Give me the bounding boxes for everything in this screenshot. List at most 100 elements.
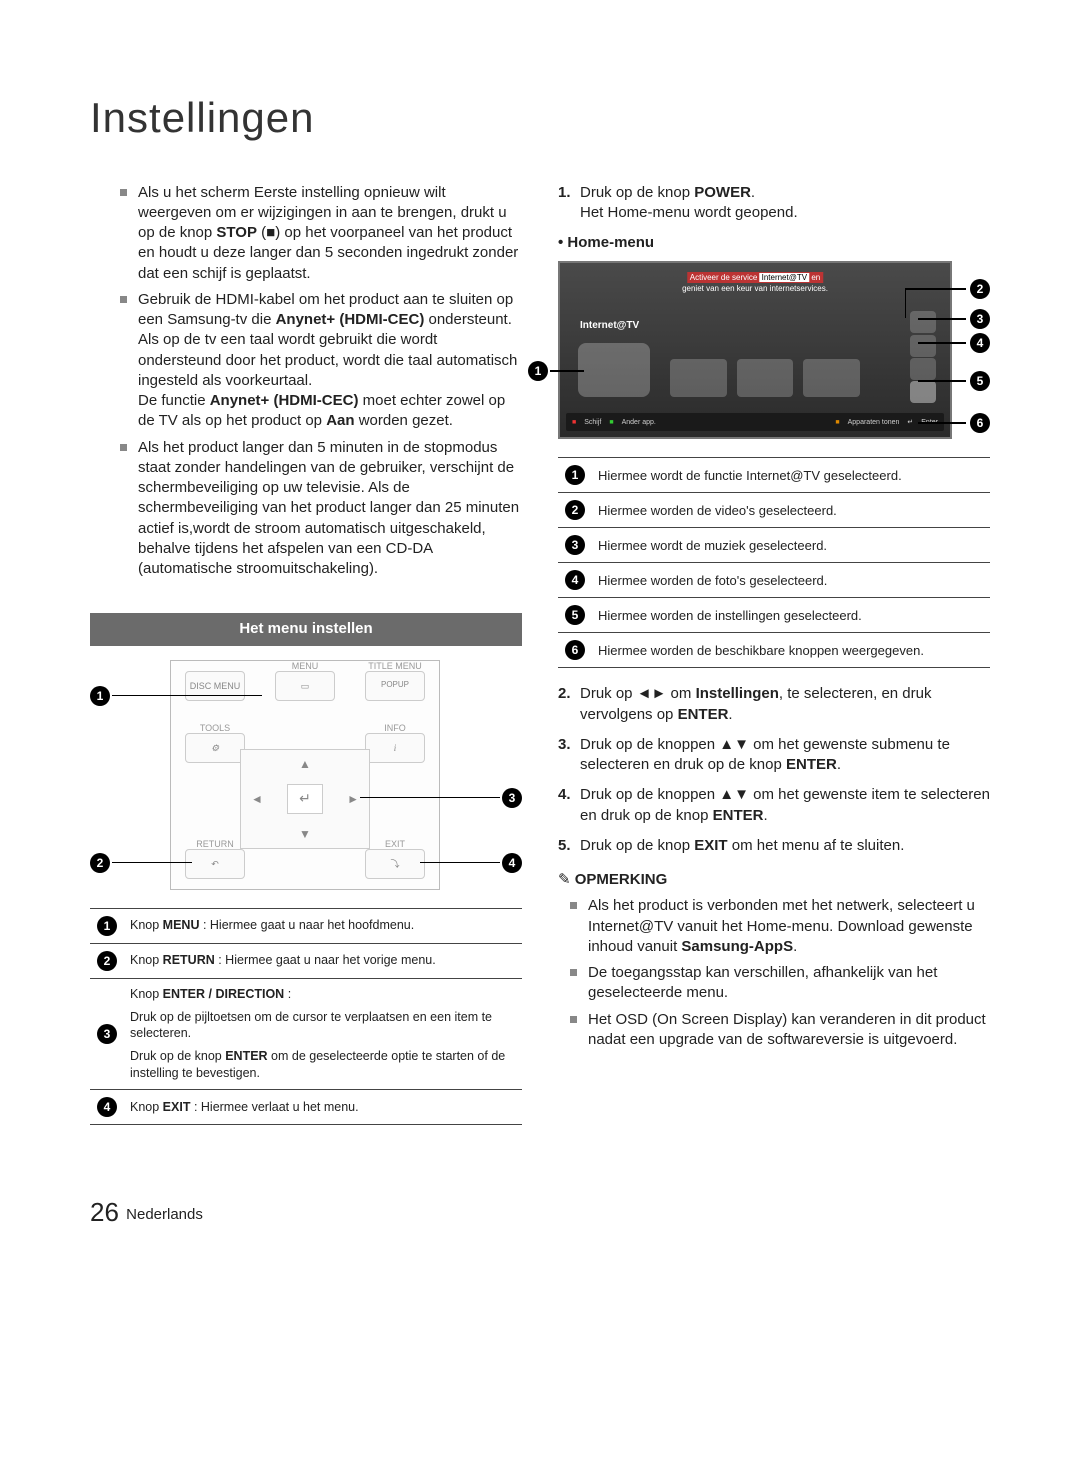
- text-bold: Samsung-AppS: [681, 938, 793, 955]
- text-bold: STOP: [216, 224, 257, 241]
- callout-line: [360, 797, 500, 799]
- notes-list: Als het product is verbonden met het net…: [558, 896, 990, 1050]
- info-icon: i: [394, 742, 397, 754]
- table-row: 6 Hiermee worden de beschikbare knoppen w…: [558, 633, 990, 668]
- text: Hiermee worden de beschikbare knoppen we…: [592, 633, 990, 668]
- text: Internet@TV: [760, 273, 809, 282]
- text: Hiermee wordt de functie Internet@TV ges…: [592, 458, 990, 493]
- remote-info-button: INFO i: [365, 733, 425, 763]
- label: TITLE MENU: [368, 660, 422, 672]
- home-featured-tile: [578, 343, 650, 397]
- text-bold: RETURN: [163, 953, 215, 967]
- text: Knop: [130, 918, 163, 932]
- label: INFO: [384, 722, 406, 734]
- text-bold: Instellingen: [696, 685, 779, 702]
- callout-line: [112, 695, 262, 697]
- text: Het Home-menu wordt geopend.: [580, 204, 798, 221]
- text: Druk op de knop: [130, 1049, 225, 1063]
- remote-exit-button: EXIT ⤵: [365, 849, 425, 879]
- num-badge: 4: [565, 570, 585, 590]
- return-icon: ↶: [211, 858, 219, 870]
- text: Druk op de knop: [580, 837, 694, 854]
- up-arrow-icon: ▲: [299, 756, 311, 772]
- text: om het menu af te sluiten.: [728, 837, 905, 854]
- exit-icon: ⤵: [390, 858, 399, 870]
- intro-bullets: Als u het scherm Eerste instelling opnie…: [90, 183, 522, 580]
- text: Hiermee worden de foto's geselecteerd.: [592, 563, 990, 598]
- callout-line: [918, 380, 966, 381]
- remote-menu-button: MENU ▭: [275, 671, 335, 701]
- page-footer: 26 Nederlands: [90, 1195, 990, 1230]
- step-item: Druk op de knop EXIT om het menu af te s…: [558, 836, 990, 856]
- text: De functie: [138, 392, 210, 409]
- text: Apparaten tonen: [848, 418, 900, 427]
- text: .: [728, 706, 732, 723]
- callout-4: 4: [502, 853, 522, 873]
- callout-3: 3: [502, 788, 522, 808]
- label: POPUP: [381, 680, 409, 691]
- text-bold: ENTER: [678, 706, 729, 723]
- text: Druk op de knoppen ▲▼ om het gewenste it…: [580, 786, 990, 823]
- text: Druk op de pijltoetsen om de cursor te v…: [130, 1010, 492, 1041]
- num-badge: 6: [565, 640, 585, 660]
- home-menu-heading: Home-menu: [558, 233, 990, 253]
- left-column: Als u het scherm Eerste instelling opnie…: [90, 183, 522, 1125]
- callout-1: 1: [90, 686, 110, 706]
- num-badge: 5: [565, 605, 585, 625]
- num-badge: 1: [565, 465, 585, 485]
- home-description-table: 1 Hiermee wordt de functie Internet@TV ge…: [558, 457, 990, 668]
- table-row: 4 Knop EXIT : Hiermee verlaat u het menu…: [90, 1090, 522, 1125]
- text: Knop: [130, 1100, 163, 1114]
- text-bold: ENTER: [786, 756, 837, 773]
- callout-2: 2: [90, 853, 110, 873]
- home-diagram-wrapper: Activeer de service Internet@TV en genie…: [558, 261, 990, 439]
- text: en: [811, 273, 820, 282]
- step-item: Druk op ◄► om Instellingen, te selectere…: [558, 684, 990, 725]
- text: worden gezet.: [355, 412, 453, 429]
- callout-line: [906, 288, 966, 289]
- bullet-item: Als het product langer dan 5 minuten in …: [120, 438, 522, 580]
- text: .: [751, 184, 755, 201]
- text-bold: ENTER: [225, 1049, 267, 1063]
- step-item: Druk op de knop POWER. Het Home-menu wor…: [558, 183, 990, 224]
- bullet-item: Gebruik de HDMI-kabel om het product aan…: [120, 290, 522, 432]
- remote-diagram: DISC MENU MENU ▭ TITLE MENU POPUP TOOLS …: [90, 660, 522, 890]
- label: EXIT: [385, 838, 405, 850]
- home-side-icons: [866, 311, 936, 403]
- text: .: [837, 756, 841, 773]
- callout-2: 2: [970, 279, 990, 299]
- page-language: Nederlands: [126, 1206, 203, 1223]
- table-row: 4 Hiermee worden de foto's geselecteerd.: [558, 563, 990, 598]
- steps-list-continued: Druk op ◄► om Instellingen, te selectere…: [558, 684, 990, 856]
- home-internet-tv-label: Internet@TV: [580, 319, 639, 333]
- remote-dpad: ↵ ▲ ▼ ◄ ►: [240, 749, 370, 849]
- text-bold: MENU: [163, 918, 200, 932]
- thumbnail: [670, 359, 727, 397]
- menu-icon: ▭: [301, 680, 310, 692]
- num-badge: 1: [97, 916, 117, 936]
- text: : Hiermee gaat u naar het hoofdmenu.: [199, 918, 414, 932]
- text-bold: Aan: [326, 412, 354, 429]
- text: Druk op de knoppen ▲▼ om het gewenste su…: [580, 736, 950, 773]
- text: Hiermee worden de video's geselecteerd.: [592, 493, 990, 528]
- table-row: 1 Hiermee wordt de functie Internet@TV ge…: [558, 458, 990, 493]
- text: : Hiermee verlaat u het menu.: [190, 1100, 358, 1114]
- two-column-layout: Als u het scherm Eerste instelling opnie…: [90, 183, 990, 1125]
- steps-list: Druk op de knop POWER. Het Home-menu wor…: [558, 183, 990, 224]
- text: Hiermee wordt de muziek geselecteerd.: [592, 528, 990, 563]
- table-row: 3 Knop ENTER / DIRECTION : Druk op de pi…: [90, 978, 522, 1089]
- text-bold: POWER: [694, 184, 751, 201]
- label: TOOLS: [200, 722, 230, 734]
- home-bottom-bar: ■Schijf ■Ander app. ■Apparaten tonen ↵En…: [566, 413, 944, 431]
- text: : Hiermee gaat u naar het vorige menu.: [215, 953, 436, 967]
- callout-line: [420, 862, 500, 864]
- text: Druk op de knop: [580, 184, 694, 201]
- note-item: De toegangsstap kan verschillen, afhanke…: [570, 963, 990, 1004]
- text-bold: Anynet+ (HDMI-CEC): [276, 311, 425, 328]
- text: Activeer de service: [690, 273, 758, 282]
- table-row: 1 Knop MENU : Hiermee gaat u naar het ho…: [90, 908, 522, 943]
- num-badge: 4: [97, 1097, 117, 1117]
- text-bold: Anynet+ (HDMI-CEC): [210, 392, 359, 409]
- page-number: 26: [90, 1197, 119, 1227]
- callout-3: 3: [970, 309, 990, 329]
